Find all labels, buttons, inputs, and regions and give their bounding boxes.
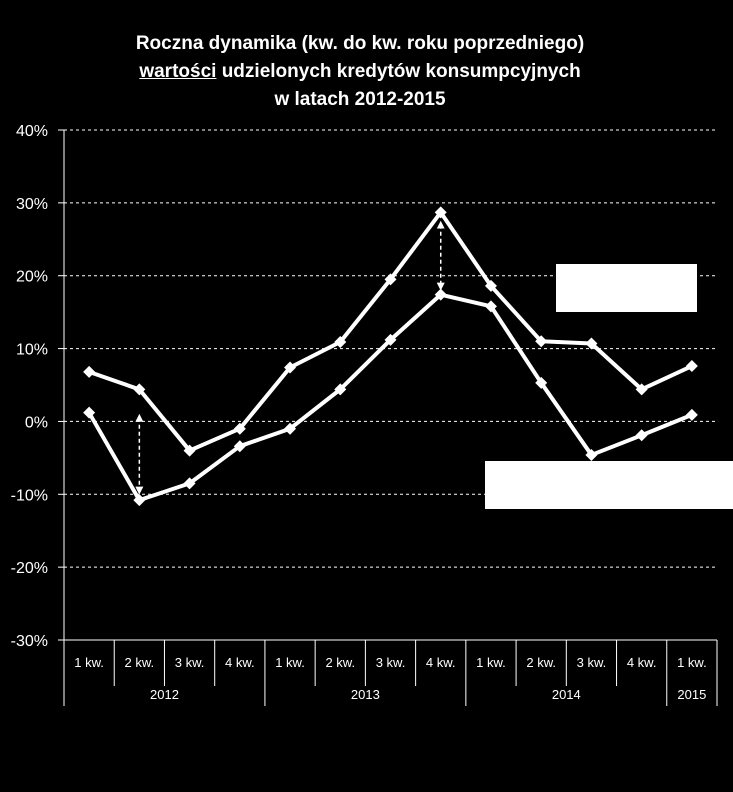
chart-title: Roczna dynamika (kw. do kw. roku poprzed… xyxy=(0,30,720,114)
data-point-marker xyxy=(233,422,246,435)
x-axis-category-labels: 1 kw. 2 kw. 3 kw. 4 kw. 1 kw. 2 kw. 3 kw. 4 kw.… xyxy=(63,640,718,706)
x-group-label: 2012 xyxy=(150,687,179,702)
y-tick-label: 40% xyxy=(16,123,48,140)
data-point-marker xyxy=(535,335,548,348)
data-point-marker xyxy=(233,440,246,453)
x-tick-label: 2 kw. xyxy=(325,655,355,670)
data-point-marker xyxy=(585,448,598,461)
data-point-marker xyxy=(384,273,397,286)
data-point-marker xyxy=(83,406,96,419)
x-tick-label: 1 kw. xyxy=(275,655,305,670)
data-point-marker xyxy=(183,477,196,490)
legend-box-upper xyxy=(556,264,697,312)
annotations xyxy=(135,220,445,495)
x-group-label: 2015 xyxy=(677,687,706,702)
data-point-marker xyxy=(685,408,698,421)
series-line-1 xyxy=(88,210,693,453)
data-point-marker xyxy=(284,422,297,435)
x-tick-label: 1 kw. xyxy=(476,655,506,670)
data-point-marker xyxy=(635,429,648,442)
chart-title-line1: Roczna dynamika (kw. do kw. roku poprzed… xyxy=(135,33,585,54)
x-group-label: 2014 xyxy=(552,687,581,702)
chart-title-line2-rest: udzielonych kredytów konsumpcyjnych xyxy=(216,61,581,82)
data-point-marker xyxy=(183,444,196,457)
x-tick-label: 4 kw. xyxy=(627,655,657,670)
series-lines xyxy=(83,206,698,507)
x-tick-label: 4 kw. xyxy=(426,655,456,670)
data-point-marker xyxy=(484,279,497,292)
y-tick-label: -10% xyxy=(11,487,48,504)
chart-title-line2: wartości udzielonych kredytów konsumpcyj… xyxy=(0,58,720,86)
x-tick-label: 2 kw. xyxy=(526,655,556,670)
data-point-marker xyxy=(585,337,598,350)
x-tick-label: 3 kw. xyxy=(376,655,406,670)
x-tick-label: 1 kw. xyxy=(74,655,104,670)
x-tick-label: 2 kw. xyxy=(125,655,155,670)
data-point-marker xyxy=(535,376,548,389)
data-point-marker xyxy=(133,383,146,396)
x-group-label: 2013 xyxy=(351,687,380,702)
data-point-marker xyxy=(484,300,497,313)
x-tick-label: 3 kw. xyxy=(577,655,607,670)
data-point-marker xyxy=(384,333,397,346)
data-point-marker xyxy=(685,360,698,373)
x-tick-label: 1 kw. xyxy=(677,655,707,670)
y-tick-label: 30% xyxy=(16,196,48,213)
y-tick-label: 10% xyxy=(16,342,48,359)
y-tick-label: -30% xyxy=(11,633,48,650)
grid-lines xyxy=(58,129,717,641)
data-point-marker xyxy=(133,494,146,507)
chart-title-line3: w latach 2012-2015 xyxy=(274,89,446,110)
x-tick-label: 3 kw. xyxy=(175,655,205,670)
y-tick-label: 0% xyxy=(25,414,48,431)
y-tick-label: 20% xyxy=(16,269,48,286)
data-point-marker xyxy=(334,336,347,349)
data-point-marker xyxy=(434,288,447,301)
legend-box-lower xyxy=(485,461,733,509)
data-point-marker xyxy=(83,365,96,378)
y-tick-label: -20% xyxy=(11,560,48,577)
axes xyxy=(63,130,717,641)
data-point-marker xyxy=(635,383,648,396)
x-tick-label: 4 kw. xyxy=(225,655,255,670)
chart-title-underlined-word: wartości xyxy=(139,61,217,82)
data-point-marker xyxy=(334,383,347,396)
data-point-marker xyxy=(284,361,297,374)
y-axis-tick-labels: 40% 30% 20% 10% 0% -10% -20% -30% xyxy=(11,123,48,650)
data-point-marker xyxy=(434,206,447,219)
